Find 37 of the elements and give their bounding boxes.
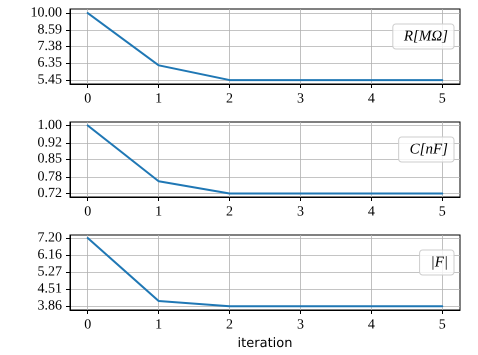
x-tick-label: 5 [438,204,446,220]
x-tick-label: 0 [84,204,92,220]
y-tick-label: 1.00 [38,118,62,133]
y-tick-label: 10.00 [30,6,62,21]
x-tick-label: 2 [226,318,234,332]
y-tick-label: 5.27 [38,264,62,280]
y-tick-label: 7.20 [38,230,62,246]
x-tick-label: 5 [438,92,446,106]
text: C[nF] [410,142,448,158]
y-tick-label: 5.45 [38,72,62,88]
x-tick-label: 1 [155,92,162,106]
y-tick-label: 0.85 [38,152,62,167]
y-tick-label: 0.78 [38,169,62,184]
x-tick-label: 3 [296,318,304,332]
y-tick-label: 6.16 [38,248,62,263]
x-tick-label: 0 [84,92,92,106]
x-tick-label: 1 [155,204,162,220]
x-axis-title: iteration [238,336,292,351]
y-tick-label: 0.92 [38,135,62,150]
x-tick-label: 2 [226,204,234,220]
x-tick-label: 5 [438,318,446,332]
x-tick-label: 4 [368,204,375,220]
y-tick-label: 3.86 [38,298,62,314]
y-tick-label: 0.72 [38,186,62,202]
y-tick-label: 8.59 [38,22,62,38]
x-tick-label: 1 [155,318,162,332]
x-tick-label: 3 [296,204,304,220]
y-tick-label: 6.35 [38,56,62,71]
x-tick-label: 2 [226,92,234,106]
y-tick-label: 7.38 [38,39,62,54]
x-tick-label: 3 [296,92,304,106]
text: R[MΩ] [402,28,448,44]
x-tick-label: 0 [84,318,92,332]
y-tick-label: 4.51 [38,282,62,297]
x-tick-label: 4 [368,92,375,106]
text: |F| [430,254,448,270]
x-tick-label: 4 [368,318,375,332]
